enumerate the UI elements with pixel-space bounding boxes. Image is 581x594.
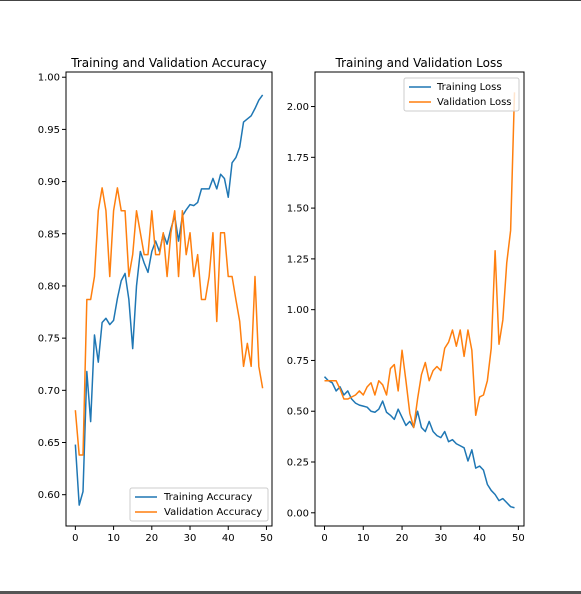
accuracy-legend: Training Accuracy Validation Accuracy <box>129 487 269 522</box>
y-tick-label: 0.85 <box>38 229 60 240</box>
x-tick-label: 10 <box>357 533 370 544</box>
y-tick-label: 0.75 <box>287 356 309 367</box>
accuracy-chart-title: Training and Validation Accuracy <box>70 56 266 70</box>
legend-training-loss-label: Training Loss <box>436 82 502 93</box>
validation-accuracy-line <box>74 187 264 456</box>
y-tick-label: 0.50 <box>287 407 309 418</box>
x-tick-label: 40 <box>222 533 235 544</box>
loss-plot-area <box>314 71 525 527</box>
y-tick-label: 0.65 <box>38 438 60 449</box>
x-tick-label: 20 <box>145 533 158 544</box>
x-tick-label: 0 <box>72 533 78 544</box>
loss-legend-box <box>403 77 520 112</box>
y-tick-label: 0.60 <box>38 490 60 501</box>
y-tick-label: 1.75 <box>287 153 309 164</box>
legend-validation-loss-label: Validation Loss <box>437 97 512 108</box>
training-loss-line <box>323 376 515 509</box>
accuracy-series-lines <box>74 94 264 506</box>
x-tick-label: 0 <box>321 533 327 544</box>
accuracy-y-axis: 0.60 0.65 0.70 0.75 0.80 0.85 0.90 0.95 1.00 <box>38 73 66 501</box>
accuracy-plot-area <box>65 71 273 527</box>
loss-x-axis: 0 10 20 30 40 50 <box>321 526 525 544</box>
loss-series-lines <box>323 92 516 509</box>
legend-training-accuracy-label: Training Accuracy <box>163 492 252 503</box>
y-tick-label: 0.00 <box>287 508 309 519</box>
x-tick-label: 40 <box>473 533 486 544</box>
accuracy-x-axis: 0 10 20 30 40 50 <box>72 526 273 544</box>
y-tick-label: 0.25 <box>287 458 309 469</box>
accuracy-chart: Training and Validation Accuracy 0.600.6… <box>38 56 273 544</box>
y-tick-label: 1.00 <box>38 73 60 84</box>
x-tick-label: 10 <box>107 533 120 544</box>
legend-validation-accuracy-label: Validation Accuracy <box>164 507 262 518</box>
y-tick-label: 1.00 <box>287 305 309 316</box>
top-border <box>0 0 581 1</box>
loss-legend: Training Loss Validation Loss <box>403 77 520 112</box>
y-tick-label: 0.95 <box>38 125 60 136</box>
y-tick-label: 1.50 <box>287 204 309 215</box>
y-tick-label: 1.25 <box>287 254 309 265</box>
bottom-border <box>0 591 581 594</box>
y-tick-label: 0.75 <box>38 334 60 345</box>
x-tick-label: 30 <box>434 533 447 544</box>
y-tick-label: 2.00 <box>287 102 309 113</box>
loss-chart: Training and Validation Loss 0.00 0.25 0.5… <box>287 56 525 544</box>
x-tick-label: 30 <box>184 533 197 544</box>
x-tick-label: 20 <box>396 533 409 544</box>
accuracy-legend-box <box>129 487 269 522</box>
y-tick-label: 0.80 <box>38 281 60 292</box>
loss-chart-title: Training and Validation Loss <box>335 56 503 70</box>
y-tick-label: 0.90 <box>38 177 60 188</box>
loss-y-axis: 0.00 0.25 0.50 0.75 1.00 1.25 1.50 1.75 2.00 <box>287 102 315 519</box>
x-tick-label: 50 <box>260 533 273 544</box>
y-tick-label: 0.70 <box>38 386 60 397</box>
x-tick-label: 50 <box>512 533 525 544</box>
training-accuracy-line <box>74 94 264 506</box>
validation-loss-line <box>324 92 516 429</box>
